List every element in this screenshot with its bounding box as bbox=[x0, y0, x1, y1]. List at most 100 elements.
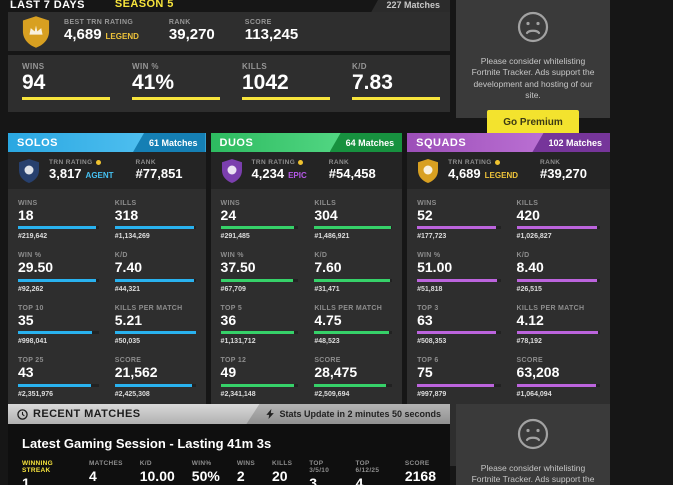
mode-stat: WIN % 37.50 #67,709 bbox=[220, 252, 299, 293]
mode-rating-row: TRN RATING 4,234 EPIC RANK #54,458 bbox=[210, 152, 403, 189]
mode-stat-bar-fill bbox=[417, 331, 496, 335]
mode-stat-rank: #2,425,308 bbox=[114, 390, 150, 398]
mode-stat-value: 21,562 bbox=[114, 364, 158, 381]
mode-stat: KILLS PER MATCH 4.75 #48,523 bbox=[314, 305, 393, 345]
mode-stat-value: 24 bbox=[220, 207, 237, 223]
trn-rating-label-text: TRN RATING bbox=[251, 158, 296, 166]
mode-name: SOLOS bbox=[17, 136, 59, 149]
mode-stat-bar-fill bbox=[114, 226, 194, 230]
mode-stat-bar-fill bbox=[516, 383, 596, 387]
ad-placeholder-top: Please consider whitelisting Fortnite Tr… bbox=[456, 0, 610, 135]
session-stat: SCORE 2168 bbox=[405, 460, 436, 485]
stat-underline bbox=[132, 97, 220, 101]
mode-stat-value: 5.21 bbox=[114, 311, 143, 328]
mode-stat-value: 4.12 bbox=[516, 311, 544, 328]
mode-stat-bar bbox=[516, 331, 600, 335]
session-stat: WIN% 50% bbox=[192, 460, 220, 485]
mode-stat-value: 28,475 bbox=[314, 364, 358, 381]
mode-stat-rank: #1,026,827 bbox=[516, 233, 552, 241]
mode-stat-bar-fill bbox=[220, 383, 294, 387]
mode-stat: KILLS 420 #1,026,827 bbox=[516, 200, 600, 241]
mode-stat-label: WINS bbox=[18, 200, 38, 207]
mode-stat-label: TOP 10 bbox=[18, 304, 44, 312]
mode-stat-rank: #1,134,269 bbox=[114, 233, 150, 241]
mode-stat-bar bbox=[114, 226, 196, 230]
rank-badge-icon bbox=[220, 158, 244, 184]
mode-stat-label: SCORE bbox=[516, 357, 543, 365]
tier-label: LEGEND bbox=[484, 170, 518, 180]
mode-stat-value: 49 bbox=[220, 364, 237, 381]
go-premium-button[interactable]: Go Premium bbox=[487, 109, 579, 135]
mode-rank-value: #39,270 bbox=[540, 165, 587, 181]
mode-stat: SCORE 63,208 #1,064,094 bbox=[516, 357, 600, 398]
session-stat-label: K/D bbox=[139, 460, 152, 467]
mode-header: SOLOS 61 Matches bbox=[8, 133, 206, 152]
overall-stat: WINS 94 bbox=[22, 62, 110, 112]
mode-stat-bar bbox=[516, 226, 600, 230]
overall-stat-value: 41% bbox=[132, 71, 175, 94]
mode-stat: TOP 10 35 #998,041 bbox=[18, 305, 99, 345]
session-stat: WINS 2 bbox=[237, 460, 255, 485]
mode-trn-rating: TRN RATING 4,234 EPIC bbox=[252, 159, 307, 182]
best-trn-tier-label: LEGEND bbox=[105, 32, 139, 41]
tier-label: AGENT bbox=[85, 170, 114, 180]
mode-rank-value: #77,851 bbox=[135, 165, 183, 181]
mode-stat: KILLS PER MATCH 4.12 #78,192 bbox=[516, 304, 600, 345]
session-title: Latest Gaming Session - Lasting 41m 3s bbox=[22, 436, 272, 451]
mode-stat-bar-fill bbox=[516, 226, 597, 230]
mode-stat-bar bbox=[18, 383, 99, 387]
mode-stat: WINS 18 #219,642 bbox=[18, 200, 99, 240]
mode-stat-rank: #219,642 bbox=[18, 233, 48, 241]
mode-stat-rank: #51,818 bbox=[417, 285, 443, 293]
info-dot-icon bbox=[95, 159, 101, 165]
session-stat: MATCHES 4 bbox=[89, 460, 123, 485]
mode-stat-bar bbox=[18, 278, 99, 282]
total-matches-badge: 227 Matches bbox=[370, 0, 450, 14]
mode-stat-bar-fill bbox=[18, 331, 93, 335]
best-trn-rating-value: 4,689 LEGEND bbox=[64, 26, 139, 44]
session-stat-value: 2 bbox=[236, 468, 245, 484]
mode-stat-bar-fill bbox=[18, 226, 96, 230]
overall-stat: K/D 7.83 bbox=[352, 62, 440, 112]
mode-stat: WINS 24 #291,485 bbox=[220, 200, 299, 240]
stat-underline bbox=[22, 97, 110, 101]
page-right-edge bbox=[673, 0, 680, 485]
session-stat: KILLS 20 bbox=[272, 460, 292, 485]
stats-update-note-text: Stats Update in 2 minutes 50 seconds bbox=[279, 409, 441, 419]
session-stat-label: WINS bbox=[236, 460, 255, 467]
session-stat-value: 10.00 bbox=[139, 468, 175, 484]
mode-stat-bar bbox=[18, 226, 99, 230]
trn-rating-number: 4,234 bbox=[251, 165, 285, 181]
mode-trn-rating: TRN RATING 4,689 LEGEND bbox=[448, 159, 518, 182]
mode-stat-bar-fill bbox=[220, 331, 295, 335]
mode-stat-value: 35 bbox=[18, 311, 34, 328]
mode-stat: TOP 6 75 #997,879 bbox=[417, 357, 501, 398]
mode-stat-rank: #998,041 bbox=[18, 338, 48, 346]
mode-stat-bar-fill bbox=[114, 383, 193, 387]
mode-stat-rank: #26,515 bbox=[516, 285, 542, 293]
mode-stat-label: TOP 5 bbox=[220, 304, 243, 312]
trn-rating-label-text: TRN RATING bbox=[448, 158, 492, 166]
best-trn-rating-number: 4,689 bbox=[64, 26, 102, 43]
mode-stat-value: 7.40 bbox=[114, 259, 143, 276]
mode-rank-label: RANK bbox=[540, 158, 561, 166]
mode-rating-row: TRN RATING 4,689 LEGEND RANK #39,270 bbox=[407, 152, 610, 189]
session-stat-label: WIN% bbox=[191, 460, 212, 467]
session-stat-value: 4 bbox=[355, 475, 364, 485]
mode-stat-label: TOP 3 bbox=[417, 304, 439, 312]
tab-last-7-days[interactable]: LAST 7 DAYS bbox=[10, 0, 85, 11]
mode-stat-rank: #508,353 bbox=[417, 338, 447, 346]
mode-rank: RANK #39,270 bbox=[540, 159, 587, 182]
mode-stat-rank: #67,709 bbox=[220, 285, 246, 293]
overall-rank: RANK 39,270 bbox=[169, 19, 215, 44]
mode-stat-bar-fill bbox=[220, 278, 293, 282]
overall-stat: KILLS 1042 bbox=[242, 62, 330, 112]
mode-stat: K/D 7.40 #44,321 bbox=[114, 252, 196, 293]
mode-stat-value: 29.50 bbox=[18, 259, 54, 276]
mode-stat-label: WIN % bbox=[18, 252, 42, 260]
mode-stat-value: 7.60 bbox=[314, 259, 342, 276]
session-stat: TOP 3/5/10 3 bbox=[309, 460, 338, 485]
mode-stat: KILLS PER MATCH 5.21 #50,035 bbox=[114, 305, 196, 345]
mode-stat-label: KILLS PER MATCH bbox=[516, 304, 585, 312]
